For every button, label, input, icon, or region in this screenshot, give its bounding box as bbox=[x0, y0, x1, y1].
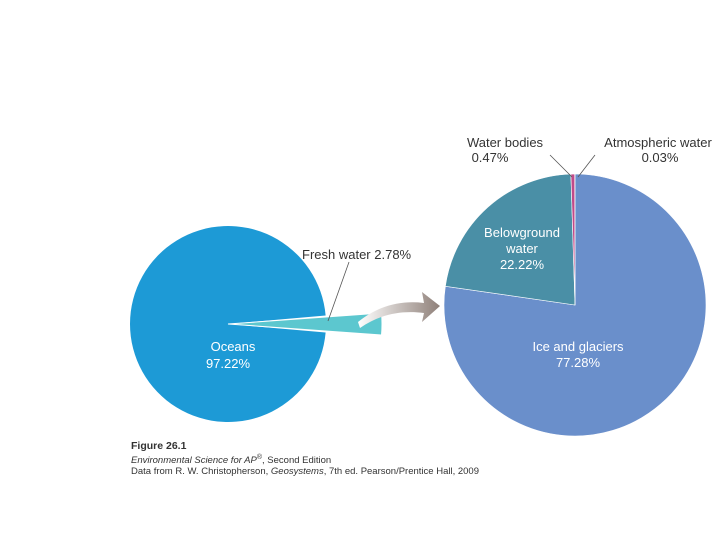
caption-source-line: Data from R. W. Christopherson, Geosyste… bbox=[131, 466, 479, 478]
figure-caption: Figure 26.1 Environmental Science for AP… bbox=[131, 440, 531, 478]
caption-book-line: Environmental Science for AP®, Second Ed… bbox=[131, 454, 332, 467]
water-bodies-leader bbox=[549, 154, 573, 178]
figure-number: Figure 26.1 bbox=[131, 440, 187, 452]
expansion-arrow bbox=[358, 292, 440, 328]
pie-slice-ice-and-glaciers bbox=[443, 173, 707, 437]
atmospheric-water-value: 0.03% bbox=[642, 150, 679, 165]
atmospheric-water-leader bbox=[577, 154, 596, 178]
atmospheric-water-label: Atmospheric water bbox=[604, 135, 712, 150]
pie-slice-oceans bbox=[130, 225, 326, 422]
belowground-label-line2: water bbox=[505, 241, 538, 256]
ice-glaciers-label: Ice and glaciers bbox=[532, 339, 624, 354]
oceans-label: Oceans bbox=[211, 339, 256, 354]
pie-slice-belowground-water bbox=[445, 173, 576, 306]
belowground-value: 22.22% bbox=[500, 257, 545, 272]
water-bodies-value: 0.47% bbox=[472, 150, 509, 165]
fresh-water-leader bbox=[327, 261, 350, 322]
belowground-label-line1: Belowground bbox=[484, 225, 560, 240]
oceans-value: 97.22% bbox=[206, 356, 251, 371]
fresh-water-pie bbox=[443, 173, 707, 437]
ice-glaciers-value: 77.28% bbox=[556, 355, 601, 370]
water-bodies-label: Water bodies bbox=[467, 135, 544, 150]
total-water-pie bbox=[130, 225, 383, 422]
fresh-water-label: Fresh water 2.78% bbox=[302, 247, 412, 262]
